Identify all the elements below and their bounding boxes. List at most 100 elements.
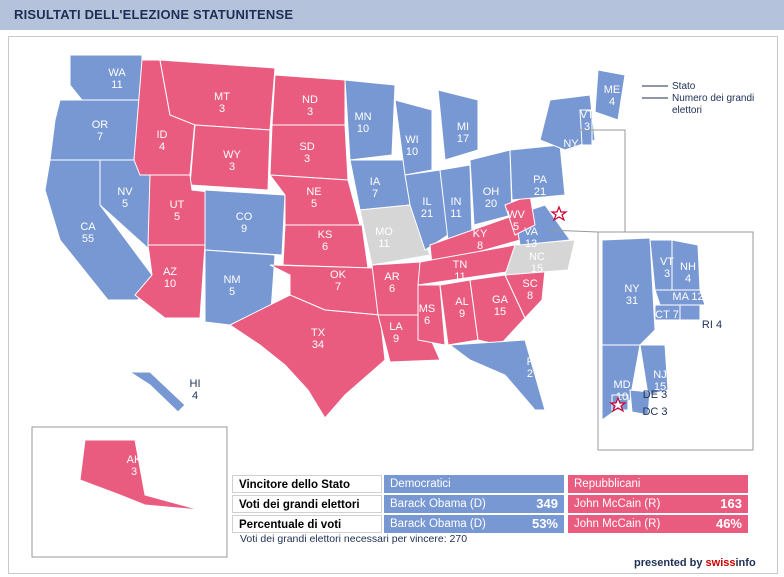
inset-label-nh: NH 4	[680, 261, 696, 285]
alaska-inset-frame	[31, 426, 228, 558]
inset-state-shape-de	[629, 389, 651, 416]
state-label-hi: HI 4	[190, 378, 201, 402]
state-label-in: IN 11	[450, 196, 461, 220]
state-label-tx: TX 34	[311, 327, 326, 351]
state-shape-ak	[79, 439, 201, 511]
state-label-az: AZ 10	[163, 266, 177, 290]
row-electors: Voti dei grandi elettori Barack Obama (D…	[232, 495, 750, 513]
inset-label-md: MD 10	[613, 379, 630, 403]
state-shape-mn	[344, 79, 396, 161]
state-label-al: AL 9	[455, 296, 468, 320]
inset-state-shape-ma	[654, 289, 706, 306]
results-table: Vincitore dello Stato Democratici Repubb…	[232, 475, 750, 535]
rep-pct: John McCain (R) 46%	[568, 515, 748, 533]
state-label-co: CO 9	[236, 211, 253, 235]
state-label-ca: CA 55	[80, 221, 96, 245]
state-label-wv: WV 5	[507, 209, 525, 233]
state-label-id: ID 4	[157, 129, 168, 153]
state-label-tn: TN 11	[453, 259, 468, 283]
state-shape-co	[204, 189, 286, 256]
legend-electors-1: Numero dei grandi	[672, 93, 754, 104]
state-label-nc: NC 15	[529, 251, 545, 275]
inset-state-shape-ny	[601, 237, 656, 346]
presented-by: presented by swissinfo	[634, 557, 756, 569]
state-label-ms: MS 6	[419, 303, 436, 327]
state-label-il: IL 21	[421, 196, 433, 220]
state-label-ne: NE 5	[306, 186, 321, 210]
state-label-nm: NM 5	[223, 274, 240, 298]
state-shape-hi	[128, 371, 186, 413]
state-label-ak: AK 3	[127, 454, 142, 478]
state-shape-wa	[69, 54, 143, 101]
state-shape-tx	[229, 294, 386, 419]
inset-label-ny: NY 31	[624, 283, 640, 307]
state-label-mt: MT 3	[214, 91, 230, 115]
map-frame	[8, 36, 778, 574]
state-shape-mo	[359, 204, 431, 266]
state-label-nv: NV 5	[117, 186, 133, 210]
state-shape-vt	[579, 109, 593, 146]
state-label-va: VA 13	[524, 226, 539, 250]
state-label-sd: SD 3	[299, 141, 314, 165]
title-bar: RISULTATI DELL'ELEZIONE STATUNITENSE	[0, 0, 784, 30]
state-label-ia: IA 7	[370, 176, 381, 200]
state-shape-me	[594, 69, 626, 121]
inset-connector-2	[547, 229, 599, 233]
state-label-mo: MO 11	[375, 226, 393, 250]
state-label-or: OR 7	[92, 119, 109, 143]
rep-label: Repubblicani	[568, 475, 748, 493]
legend-state: Stato	[672, 81, 696, 92]
state-label-la: LA 9	[389, 321, 403, 345]
state-label-vt: VT 3	[580, 109, 594, 133]
legend-electors-2: elettori	[672, 105, 702, 116]
pct-label: Percentuale di voti	[232, 515, 382, 533]
state-shape-mi	[437, 89, 479, 161]
page-title: RISULTATI DELL'ELEZIONE STATUNITENSE	[14, 7, 294, 22]
inset-state-shape-ri	[679, 304, 701, 321]
state-shape-wy	[189, 124, 271, 191]
state-label-me: ME 4	[604, 84, 621, 108]
brand-logo: swissinfo	[705, 557, 756, 569]
state-label-oh: OH 20	[483, 186, 500, 210]
state-shape-ga	[469, 274, 526, 346]
state-shape-ms	[417, 284, 446, 346]
northeast-inset-frame	[597, 231, 754, 451]
inset-label-vt: VT 3	[660, 256, 674, 280]
state-label-wa: WA 11	[108, 67, 126, 91]
state-label-wi: WI 10	[405, 134, 418, 158]
inset-label-nj: NJ 15	[653, 369, 666, 393]
inset-label-ma: MA 12	[672, 291, 703, 303]
row-winner: Vincitore dello Stato Democratici Repubb…	[232, 475, 750, 493]
dem-pct: Barack Obama (D) 53%	[384, 515, 564, 533]
state-label-wy: WY 3	[223, 149, 241, 173]
state-label-ga: GA 15	[492, 294, 509, 318]
dc-star-inset-icon	[609, 396, 627, 413]
state-label-fl: FL 27	[527, 356, 540, 380]
inset-label-ri: RI 4	[702, 319, 722, 331]
rep-electors: John McCain (R) 163	[568, 495, 748, 513]
state-label-sc: SC 8	[522, 278, 537, 302]
state-label-ks: KS 6	[318, 229, 333, 253]
state-label-ok: OK 7	[330, 269, 347, 293]
inset-state-shape-nj	[639, 344, 669, 396]
state-label-mn: MN 10	[354, 111, 371, 135]
inset-label-ct: CT 7	[655, 309, 679, 321]
state-shape-wi	[394, 99, 433, 176]
win-threshold-note: Voti dei grandi elettori necessari per v…	[240, 533, 468, 545]
state-label-ar: AR 6	[384, 271, 399, 295]
inset-label-dc: DC 3	[642, 406, 667, 418]
state-label-ut: UT 5	[170, 199, 185, 223]
state-label-ky: KY 8	[473, 228, 488, 252]
inset-connector	[578, 129, 626, 232]
state-label-pa: PA 21	[533, 174, 548, 198]
state-shape-ar	[371, 261, 421, 316]
state-label-ny: NY 31	[563, 138, 579, 162]
inset-label-de: DE 3	[643, 389, 667, 401]
dem-electors: Barack Obama (D) 349	[384, 495, 564, 513]
dc-star-icon	[550, 205, 568, 222]
state-shape-fl	[448, 339, 546, 411]
winner-label: Vincitore dello Stato	[232, 475, 382, 493]
state-shape-pa	[509, 144, 566, 201]
state-label-nd: ND 3	[302, 94, 318, 118]
